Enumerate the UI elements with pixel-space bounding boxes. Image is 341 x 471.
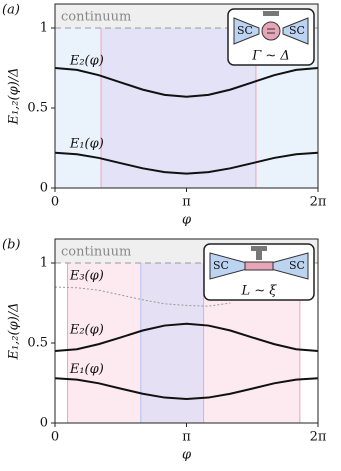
gate-stem	[256, 251, 262, 260]
curve	[54, 67, 319, 98]
x-tick-label: 0	[51, 430, 59, 445]
x-tick-label: 0	[51, 195, 59, 210]
x-tick-label: π	[182, 195, 191, 210]
dot	[261, 21, 281, 41]
wire	[244, 261, 274, 271]
inset-caption: Γ ∼ Δ	[251, 49, 290, 64]
inset-caption: L ∼ ξ	[241, 284, 278, 299]
curve-label: E₁(φ)	[69, 136, 104, 151]
y-tick-label: 1	[40, 21, 48, 36]
y-tick-label: 1	[40, 256, 48, 271]
continuum-label: continuum	[61, 10, 131, 25]
x-tick-label: π	[182, 430, 191, 445]
curve-label: E₂(φ)	[69, 323, 104, 338]
y-tick-label: 0.5	[27, 336, 48, 351]
sc-label: SC	[237, 24, 253, 37]
panel-label: (b)	[2, 238, 20, 253]
y-axis-label: E₁,₂(φ)/Δ	[7, 67, 22, 125]
x-tick-label: 2π	[310, 430, 327, 445]
sc-label: SC	[213, 259, 229, 272]
x-axis-label: φ	[182, 213, 192, 228]
panel-label: (a)	[2, 3, 20, 18]
curve-label: E₂(φ)	[69, 54, 104, 69]
curve	[54, 322, 319, 352]
y-axis-label: E₁,₂(φ)/Δ	[7, 302, 22, 360]
curve	[54, 286, 231, 307]
curve-label: E₃(φ)	[69, 269, 104, 284]
inset-box	[203, 243, 315, 301]
region	[140, 239, 204, 423]
curve	[54, 151, 319, 175]
y-tick-label: 0	[40, 181, 48, 196]
continuum-label: continuum	[61, 245, 131, 260]
curve	[54, 377, 319, 401]
curve-label: E₁(φ)	[69, 362, 104, 377]
gate	[251, 246, 267, 251]
x-axis-label: φ	[182, 448, 192, 463]
y-tick-label: 0.5	[27, 101, 48, 116]
inset: SC SC Γ ∼ Δ	[227, 8, 315, 66]
gate	[263, 11, 279, 16]
inset: SC SC L ∼ ξ	[203, 243, 315, 301]
sc-left	[233, 17, 260, 45]
y-tick-label: 0	[40, 416, 48, 431]
sc-label: SC	[289, 24, 305, 37]
sc-right	[282, 17, 309, 45]
sc-label: SC	[289, 259, 305, 272]
x-tick-label: 2π	[310, 195, 327, 210]
